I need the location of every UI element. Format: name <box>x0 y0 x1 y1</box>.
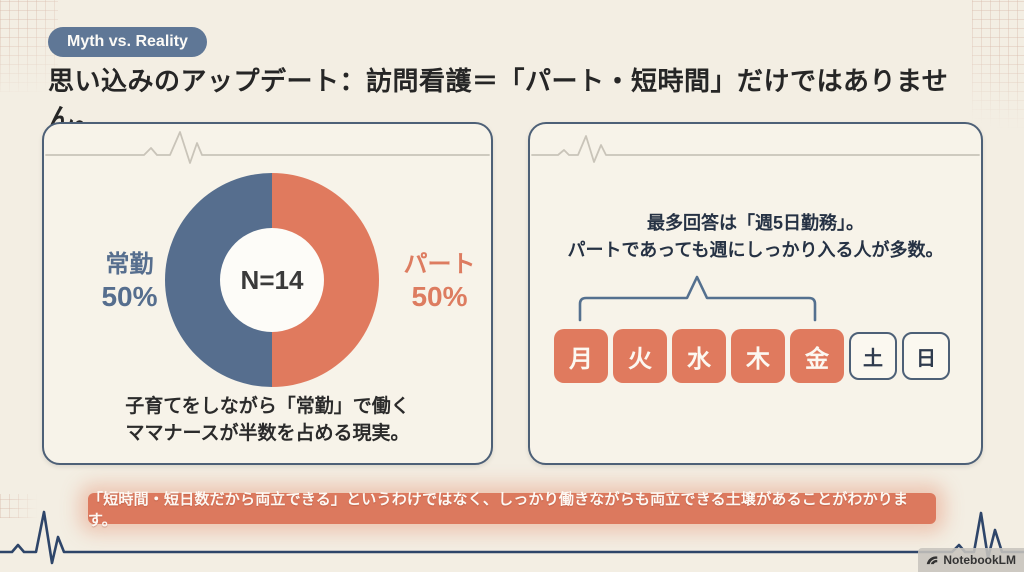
day-box-monday: 月 <box>554 329 608 383</box>
ekg-line-decoration <box>531 135 980 163</box>
legend-fulltime-label: 常勤 <box>105 251 154 278</box>
legend-parttime-label: パート <box>403 251 476 278</box>
legend-fulltime: 常勤 50% <box>82 250 177 313</box>
day-box-saturday: 土 <box>849 332 897 380</box>
notebooklm-icon <box>927 556 938 565</box>
conclusion-banner: 「短時間・短日数だから両立できる」というわけではなく、しっかり働きながらも両立で… <box>88 491 936 529</box>
employment-chart-card: N=14 常勤 50% パート 50% 子育てをしながら「常勤」で働く ママナー… <box>42 122 493 465</box>
legend-fulltime-value: 50% <box>101 281 158 312</box>
day-box-thursday: 木 <box>731 329 785 383</box>
workdays-headline-line1: 最多回答は「週5日勤務」。 <box>646 213 864 233</box>
day-box-friday: 金 <box>790 329 844 383</box>
weekday-row: 月 火 水 木 金 土 日 <box>554 329 950 383</box>
legend-parttime-value: 50% <box>411 281 468 312</box>
conclusion-banner-text: 「短時間・短日数だから両立できる」というわけではなく、しっかり働きながらも両立で… <box>88 490 909 529</box>
ekg-line-decoration <box>45 131 490 164</box>
weekday-bracket <box>578 275 817 322</box>
chart-caption-line2: ママナースが半数を占める現実。 <box>125 423 410 444</box>
sample-size-label: N=14 <box>240 264 304 295</box>
legend-parttime: パート 50% <box>392 250 487 313</box>
workdays-headline: 最多回答は「週5日勤務」。 パートであっても週にしっかり入る人が多数。 <box>530 210 981 264</box>
chart-caption-line1: 子育てをしながら「常勤」で働く <box>125 396 410 417</box>
workdays-headline-line2: パートであっても週にしっかり入る人が多数。 <box>567 240 944 260</box>
day-box-wednesday: 水 <box>672 329 726 383</box>
notebooklm-label: NotebookLM <box>943 553 1016 567</box>
day-box-tuesday: 火 <box>613 329 667 383</box>
workdays-card: 最多回答は「週5日勤務」。 パートであっても週にしっかり入る人が多数。 月 火 … <box>528 122 983 465</box>
notebooklm-watermark: NotebookLM <box>918 548 1024 572</box>
chart-caption: 子育てをしながら「常勤」で働く ママナースが半数を占める現実。 <box>44 393 491 447</box>
ekg-bottom-decoration <box>0 510 1024 565</box>
donut-center: N=14 <box>220 228 324 332</box>
day-box-sunday: 日 <box>902 332 950 380</box>
myth-vs-reality-badge: Myth vs. Reality <box>48 27 207 57</box>
donut-chart: N=14 <box>165 173 379 387</box>
